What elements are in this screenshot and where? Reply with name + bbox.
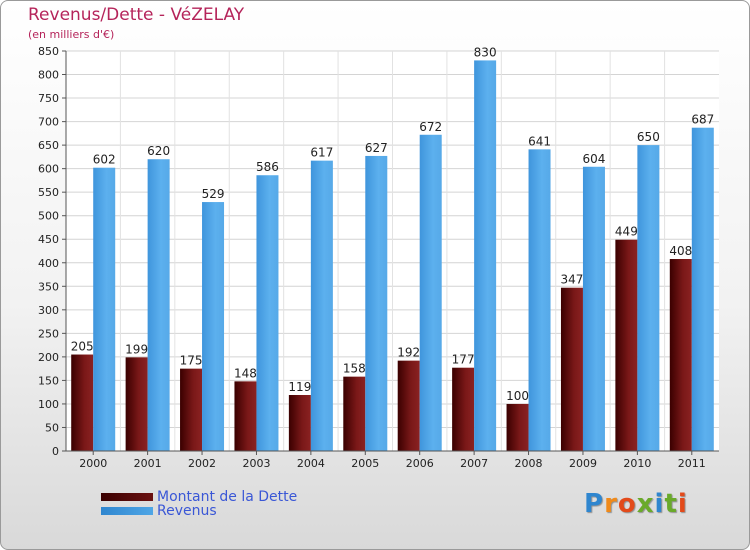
bar-revenus <box>419 134 442 451</box>
data-label: 192 <box>397 346 420 360</box>
y-tick-label: 450 <box>38 233 59 246</box>
x-tick-label: 2009 <box>569 457 597 470</box>
data-label: 830 <box>474 45 497 59</box>
data-label: 617 <box>310 146 333 160</box>
chart-title: Revenus/Dette - VéZELAY <box>28 5 245 25</box>
y-tick-label: 50 <box>45 421 59 434</box>
bar-dette <box>125 357 148 451</box>
data-label: 100 <box>506 389 529 403</box>
bar-revenus <box>93 167 116 452</box>
bar-dette <box>560 287 583 451</box>
x-tick-label: 2011 <box>678 457 706 470</box>
x-tick-label: 2007 <box>460 457 488 470</box>
bar-revenus <box>637 145 660 451</box>
bar-dette <box>343 376 366 451</box>
logo-letter: r <box>604 489 618 519</box>
y-tick-label: 0 <box>52 445 59 458</box>
x-tick-label: 2008 <box>515 457 543 470</box>
y-tick-label: 200 <box>38 351 59 364</box>
bar-dette <box>506 403 529 451</box>
y-tick-label: 350 <box>38 280 59 293</box>
x-tick-label: 2005 <box>351 457 379 470</box>
bar-dette <box>234 381 257 451</box>
logo-letter: t <box>664 489 678 519</box>
data-label: 199 <box>125 342 148 356</box>
y-tick-label: 600 <box>38 163 59 176</box>
y-tick-label: 100 <box>38 398 59 411</box>
y-tick-label: 500 <box>38 210 59 223</box>
bar-revenus <box>202 202 225 451</box>
bar-dette <box>615 239 638 451</box>
logo-letter: i <box>677 489 688 519</box>
bar-dette <box>669 259 692 451</box>
y-tick-label: 550 <box>38 186 59 199</box>
y-tick-label: 750 <box>38 92 59 105</box>
data-label: 604 <box>583 152 606 166</box>
y-tick-label: 300 <box>38 304 59 317</box>
data-label: 529 <box>202 187 225 201</box>
y-tick-label: 150 <box>38 374 59 387</box>
bar-revenus <box>474 60 497 451</box>
data-label: 687 <box>691 113 714 127</box>
legend-swatch-revenus <box>101 507 153 515</box>
legend-label-revenus: Revenus <box>157 503 217 519</box>
data-label: 347 <box>561 273 584 287</box>
x-tick-label: 2004 <box>297 457 325 470</box>
bar-dette <box>452 367 475 451</box>
y-tick-label: 250 <box>38 327 59 340</box>
data-label: 119 <box>288 380 311 394</box>
x-tick-label: 2006 <box>406 457 434 470</box>
logo-letter: x <box>636 489 655 519</box>
data-label: 641 <box>528 134 551 148</box>
logo-letter: P <box>584 489 605 519</box>
data-label: 158 <box>343 362 366 376</box>
data-label: 672 <box>419 120 442 134</box>
y-tick-label: 700 <box>38 116 59 129</box>
x-tick-label: 2010 <box>623 457 651 470</box>
data-label: 602 <box>93 153 116 167</box>
bar-revenus <box>365 155 388 452</box>
bar-revenus <box>310 160 333 451</box>
x-tick-label: 2000 <box>79 457 107 470</box>
legend-swatch-dette <box>101 493 153 501</box>
bar-dette <box>397 360 420 451</box>
x-tick-label: 2003 <box>242 457 270 470</box>
data-label: 175 <box>180 354 203 368</box>
bar-dette <box>288 395 311 451</box>
bar-dette <box>71 354 94 451</box>
y-tick-label: 800 <box>38 69 59 82</box>
data-label: 650 <box>637 130 660 144</box>
data-label: 205 <box>71 340 94 354</box>
bar-revenus <box>147 159 170 451</box>
bar-revenus <box>691 127 714 452</box>
data-label: 177 <box>452 353 475 367</box>
x-tick-label: 2002 <box>188 457 216 470</box>
data-label: 408 <box>669 244 692 258</box>
proxiti-logo: Proxiti <box>584 489 688 519</box>
data-label: 627 <box>365 141 388 155</box>
logo-letter: i <box>654 489 665 519</box>
y-tick-label: 400 <box>38 257 59 270</box>
data-label: 620 <box>147 144 170 158</box>
bar-revenus <box>256 175 279 451</box>
data-label: 586 <box>256 160 279 174</box>
y-tick-label: 650 <box>38 139 59 152</box>
chart-subtitle: (en milliers d'€) <box>28 28 115 41</box>
legend-item-revenus: Revenus <box>101 503 217 519</box>
data-label: 449 <box>615 225 638 239</box>
bar-revenus <box>528 149 551 451</box>
bar-dette <box>180 368 203 451</box>
legend-label-dette: Montant de la Dette <box>157 489 298 505</box>
y-tick-label: 850 <box>38 45 59 58</box>
legend-item-dette: Montant de la Dette <box>101 489 298 505</box>
bar-revenus <box>582 166 605 451</box>
logo-letter: o <box>617 489 637 519</box>
x-tick-label: 2001 <box>134 457 162 470</box>
data-label: 148 <box>234 366 257 380</box>
